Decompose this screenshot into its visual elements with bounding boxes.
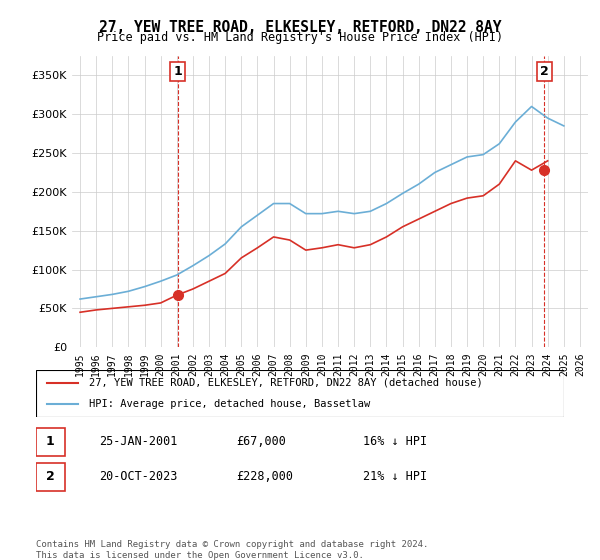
Text: HPI: Average price, detached house, Bassetlaw: HPI: Average price, detached house, Bass… <box>89 399 370 409</box>
Text: 2: 2 <box>46 470 55 483</box>
Text: 1: 1 <box>173 65 182 78</box>
Text: 21% ↓ HPI: 21% ↓ HPI <box>364 470 427 483</box>
Text: £67,000: £67,000 <box>236 435 287 449</box>
Text: 27, YEW TREE ROAD, ELKESLEY, RETFORD, DN22 8AY (detached house): 27, YEW TREE ROAD, ELKESLEY, RETFORD, DN… <box>89 378 482 388</box>
Text: 16% ↓ HPI: 16% ↓ HPI <box>364 435 427 449</box>
Text: £228,000: £228,000 <box>236 470 293 483</box>
Text: Contains HM Land Registry data © Crown copyright and database right 2024.
This d: Contains HM Land Registry data © Crown c… <box>36 540 428 560</box>
Text: 20-OCT-2023: 20-OCT-2023 <box>100 470 178 483</box>
Bar <box>36 463 65 491</box>
Text: 25-JAN-2001: 25-JAN-2001 <box>100 435 178 449</box>
Text: 1: 1 <box>46 435 55 449</box>
Text: 2: 2 <box>540 65 549 78</box>
Bar <box>36 428 65 456</box>
Text: 27, YEW TREE ROAD, ELKESLEY, RETFORD, DN22 8AY: 27, YEW TREE ROAD, ELKESLEY, RETFORD, DN… <box>99 20 501 35</box>
Text: Price paid vs. HM Land Registry's House Price Index (HPI): Price paid vs. HM Land Registry's House … <box>97 31 503 44</box>
